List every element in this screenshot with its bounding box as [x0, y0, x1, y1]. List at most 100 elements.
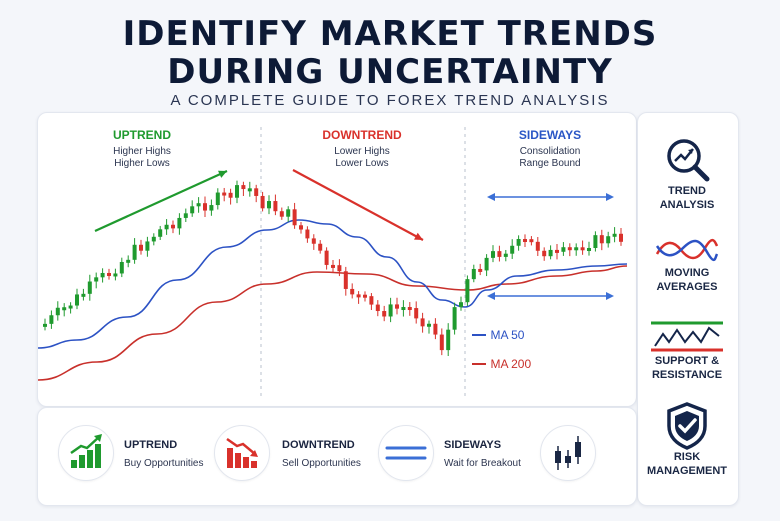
candle-body-71: [497, 251, 502, 257]
strategy-sideways-badge: [378, 425, 434, 481]
resistance-range-arrow-head-right: [606, 193, 614, 201]
strategy-candles-badge: [540, 425, 596, 481]
candle-body-2: [55, 307, 60, 316]
resistance-range-arrow-head-left: [487, 193, 495, 201]
candlesticks-icon: [555, 436, 581, 470]
candle-body-38: [286, 209, 291, 217]
candle-body-81: [561, 247, 566, 252]
phase-sideways-title: SIDEWAYS: [518, 128, 582, 142]
candle-body-12: [119, 261, 124, 274]
strategy-downtrend-desc: Sell Opportunities: [282, 458, 361, 469]
moving-average-lines: [37, 219, 628, 381]
support-range-arrow-head-right: [606, 292, 614, 300]
candle-body-51: [369, 296, 374, 305]
candle-body-52: [375, 304, 380, 312]
candle-body-55: [395, 304, 399, 309]
side-label-ma-2: AVERAGES: [656, 281, 718, 293]
candle-body-44: [324, 250, 329, 265]
candle-body-37: [279, 211, 284, 217]
candle-body-66: [465, 279, 470, 303]
candle-body-3: [62, 307, 67, 311]
side-label-trend-1: TREND: [668, 185, 706, 197]
candle-body-75: [523, 238, 527, 242]
candle-body-82: [567, 247, 572, 251]
candle-body-47: [343, 271, 348, 289]
candle-body-10: [107, 272, 111, 276]
candle-body-56: [401, 307, 406, 311]
candle-body-89: [612, 233, 617, 237]
candle-body-67: [471, 268, 476, 280]
phase-downtrend-line1: Lower Highs: [334, 146, 390, 157]
candle-body-48: [350, 288, 355, 295]
candle-body-30: [235, 185, 239, 198]
side-item-moving-averages: MOVING AVERAGES: [637, 234, 737, 294]
candle-body-19: [164, 224, 169, 230]
trend-chart: [37, 127, 628, 397]
page-title-line1: IDENTIFY MARKET TRENDS: [122, 14, 658, 54]
candle-body-62: [439, 334, 444, 351]
legend-ma200: MA 200: [472, 355, 531, 373]
strategy-uptrend-title: UPTREND: [124, 439, 178, 451]
candle-body-60: [427, 323, 431, 327]
candlesticks: [43, 180, 623, 356]
side-label-sr-2: RESISTANCE: [651, 369, 723, 381]
trend-arrows: [94, 169, 424, 241]
uptrend-arrow-head: [218, 170, 227, 178]
candle-body-15: [139, 244, 143, 251]
candle-body-39: [292, 209, 297, 226]
candle-body-74: [516, 238, 521, 246]
phase-uptrend-line1: Higher Highs: [113, 146, 171, 157]
candle-body-68: [478, 268, 483, 272]
ma50-line: [37, 219, 628, 349]
side-item-trend-analysis: TREND ANALYSIS: [637, 134, 737, 212]
magnifier-trend-icon: [637, 134, 737, 184]
candle-body-11: [113, 273, 118, 277]
candle-body-57: [407, 307, 412, 311]
candle-body-6: [81, 293, 86, 297]
legend-ma200-label: MA 200: [490, 357, 532, 371]
side-label-sr-1: SUPPORT &: [654, 355, 720, 367]
uptrend-arrow-shaft: [94, 169, 228, 233]
candle-body-78: [542, 250, 547, 257]
downtrend-arrow-head: [414, 232, 423, 240]
candle-body-84: [580, 247, 585, 251]
candle-body-70: [491, 251, 495, 258]
candle-body-25: [203, 203, 207, 211]
strategy-uptrend-desc: Buy Opportunities: [124, 458, 204, 469]
candle-body-45: [331, 264, 335, 268]
candle-body-79: [548, 249, 553, 257]
candle-body-64: [452, 307, 457, 330]
candle-body-21: [177, 217, 182, 229]
candle-body-4: [68, 305, 73, 309]
candle-body-87: [599, 235, 604, 244]
strategy-panel: [37, 407, 637, 506]
candle-body-35: [267, 201, 271, 209]
candle-body-80: [555, 249, 559, 253]
candle-body-27: [215, 192, 220, 206]
candle-body-61: [433, 323, 438, 335]
candle-body-83: [574, 247, 579, 251]
chart-card: [37, 112, 637, 407]
candle-body-34: [260, 195, 265, 209]
strategy-uptrend-badge: [58, 425, 114, 481]
candle-body-88: [606, 236, 611, 244]
candle-body-41: [305, 229, 310, 239]
phase-uptrend-line2: Higher Lows: [114, 158, 170, 169]
candle-body-36: [273, 201, 278, 212]
candle-body-90: [619, 233, 623, 242]
candle-body-16: [145, 241, 150, 251]
side-label-risk-1: RISK: [673, 451, 701, 463]
candle-body-17: [151, 236, 156, 242]
candle-body-59: [420, 318, 425, 327]
candle-body-69: [484, 257, 489, 271]
strategy-sideways-title: SIDEWAYS: [444, 439, 502, 451]
candle-body-23: [190, 206, 195, 214]
candle-body-85: [587, 247, 591, 251]
candle-body-65: [459, 302, 463, 308]
phase-downtrend-title: DOWNTREND: [322, 128, 402, 142]
page-title-line2: DURING UNCERTAINTY: [167, 52, 613, 92]
legend-ma50: MA 50: [472, 326, 524, 344]
support-resistance-icon: [637, 320, 737, 354]
ma200-line: [37, 265, 628, 381]
phase-sideways-line2: Range Bound: [519, 158, 581, 169]
